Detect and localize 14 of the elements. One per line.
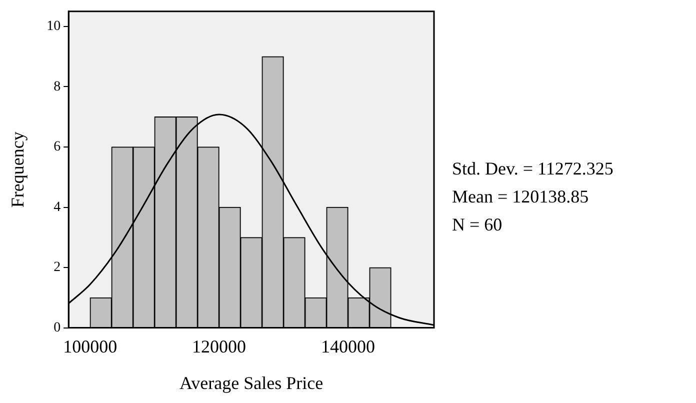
y-tick-label: 2 bbox=[54, 260, 61, 276]
y-tick-label: 10 bbox=[46, 19, 61, 34]
x-tick-label: 100000 bbox=[63, 336, 118, 356]
y-tick-label: 0 bbox=[54, 320, 61, 336]
text: N = 60 bbox=[452, 214, 502, 235]
y-tick-label: 4 bbox=[54, 200, 61, 215]
x-tick-label: 140000 bbox=[321, 336, 376, 356]
x-tick-label: 120000 bbox=[192, 336, 246, 356]
y-axis-title: Frequency bbox=[8, 132, 28, 208]
text: Std. Dev. = 11272.325 bbox=[452, 158, 614, 179]
y-tick-label: 8 bbox=[54, 79, 61, 94]
text: Mean = 120138.85 bbox=[452, 186, 589, 207]
y-tick-label: 6 bbox=[54, 140, 61, 155]
x-axis-title: Average Sales Price bbox=[179, 372, 324, 393]
